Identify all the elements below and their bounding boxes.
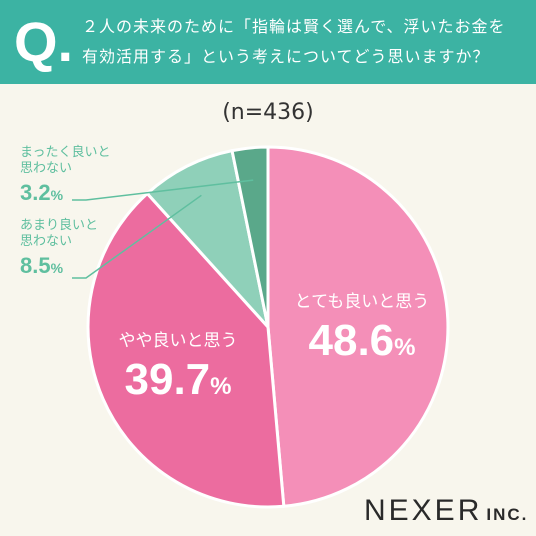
pie-value-unit: %: [394, 334, 415, 361]
callout-line-not-at-all: [72, 179, 254, 201]
pie-slice-somewhat-good: [86, 191, 286, 509]
callout-value-unit: %: [51, 187, 64, 203]
pie-value-number: 48.6: [309, 316, 395, 365]
pie-value-number: 39.7: [125, 355, 211, 404]
pie-slice-not-at-all: [230, 145, 270, 329]
pie-value-somewhat-good: 39.7%: [125, 355, 232, 404]
pie-slice-very-good: [266, 145, 450, 508]
pie-label-very-good: とても良いと思う: [295, 292, 430, 312]
pie-label-somewhat-good: やや良いと思う: [119, 331, 238, 351]
callout-line-not-really: [72, 194, 202, 279]
question-header: Q. ２人の未来のために「指輪は賢く選んで、浮いたお金を有効活用する」という考え…: [0, 0, 536, 84]
question-mark: Q.: [14, 10, 74, 73]
logo-main-text: NEXER: [364, 494, 483, 527]
callout-value-not-at-all: 3.2%: [20, 180, 64, 205]
callout-label-not-really: 思わない: [20, 234, 72, 249]
callout-label-not-at-all: 思わない: [20, 161, 72, 176]
question-text: ２人の未来のために「指輪は賢く選んで、浮いたお金を有効活用する」という考えについ…: [82, 17, 506, 66]
callout-value-number: 8.5: [20, 253, 51, 278]
callout-value-number: 3.2: [20, 180, 51, 205]
pie-value-very-good: 48.6%: [309, 316, 416, 365]
company-logo: NEXER INC.: [364, 494, 528, 528]
logo-suffix-text: INC.: [486, 505, 529, 524]
callout-value-unit: %: [51, 260, 64, 276]
callout-value-not-really: 8.5%: [20, 253, 64, 278]
callout-label-not-really: あまり良いと: [20, 217, 98, 233]
callout-label-not-at-all: まったく良いと: [20, 144, 110, 160]
pie-value-unit: %: [210, 373, 231, 400]
sample-size-label: (n=436): [222, 100, 314, 125]
